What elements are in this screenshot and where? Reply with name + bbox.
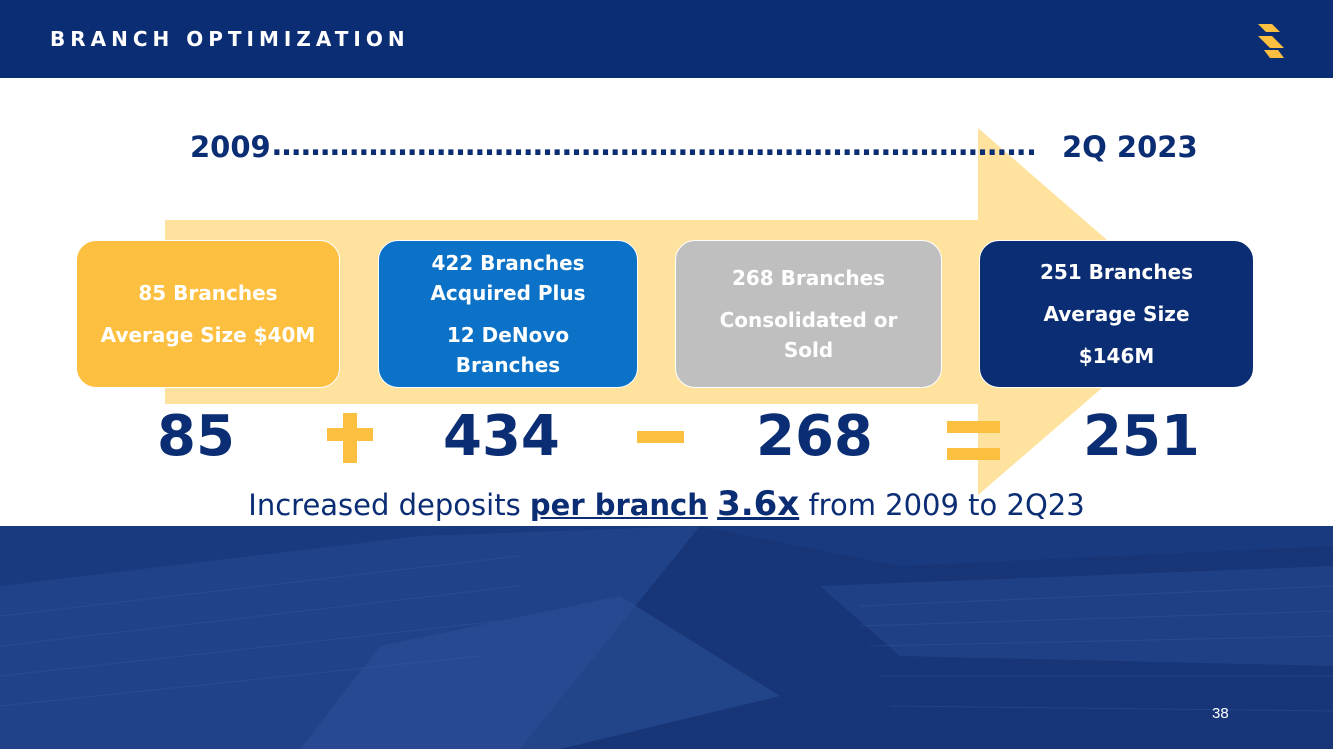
page-number: 38	[1212, 705, 1229, 722]
equation-value-added: 434	[443, 404, 560, 469]
box-line: Consolidated or Sold	[719, 308, 898, 362]
box-line: Average Size	[1043, 302, 1190, 326]
equation-value-start: 85	[157, 404, 235, 469]
equation-value-result: 251	[1083, 404, 1200, 469]
tagline-suffix: from 2009 to 2Q23	[799, 488, 1085, 522]
timeline-dots: …………………………………………………………………….	[272, 128, 1038, 162]
timeline-end-label: 2Q 2023	[1062, 130, 1198, 164]
tagline-multiplier: 3.6x	[717, 484, 800, 524]
building-photo-backdrop	[0, 526, 1333, 749]
page-title: BRANCH OPTIMIZATION	[50, 27, 410, 51]
box-line: 268 Branches	[731, 266, 886, 290]
box-line: 85 Branches	[138, 281, 278, 305]
box-acquired-branches: 422 Branches Acquired Plus 12 DeNovo Bra…	[378, 240, 638, 388]
equation-value-removed: 268	[756, 404, 873, 469]
tagline-emphasis: per branch	[529, 488, 708, 522]
box-line: 422 Branches Acquired Plus	[430, 251, 586, 305]
box-line: $146M	[1078, 344, 1155, 368]
header-bar: BRANCH OPTIMIZATION	[0, 0, 1333, 78]
timeline-start-label: 2009	[190, 130, 271, 164]
box-line: Average Size $40M	[100, 323, 316, 347]
box-line: 12 DeNovo Branches	[446, 323, 570, 377]
box-line: 251 Branches	[1039, 260, 1194, 284]
tagline: Increased deposits per branch 3.6x from …	[0, 484, 1333, 524]
tagline-prefix: Increased deposits	[248, 488, 530, 522]
minus-icon	[637, 431, 684, 443]
box-consolidated-branches: 268 Branches Consolidated or Sold	[675, 240, 942, 388]
box-current-branches: 251 Branches Average Size $146M	[979, 240, 1254, 388]
company-logo-icon	[1258, 24, 1284, 58]
footer-background	[0, 526, 1333, 749]
box-starting-branches: 85 Branches Average Size $40M	[76, 240, 340, 388]
